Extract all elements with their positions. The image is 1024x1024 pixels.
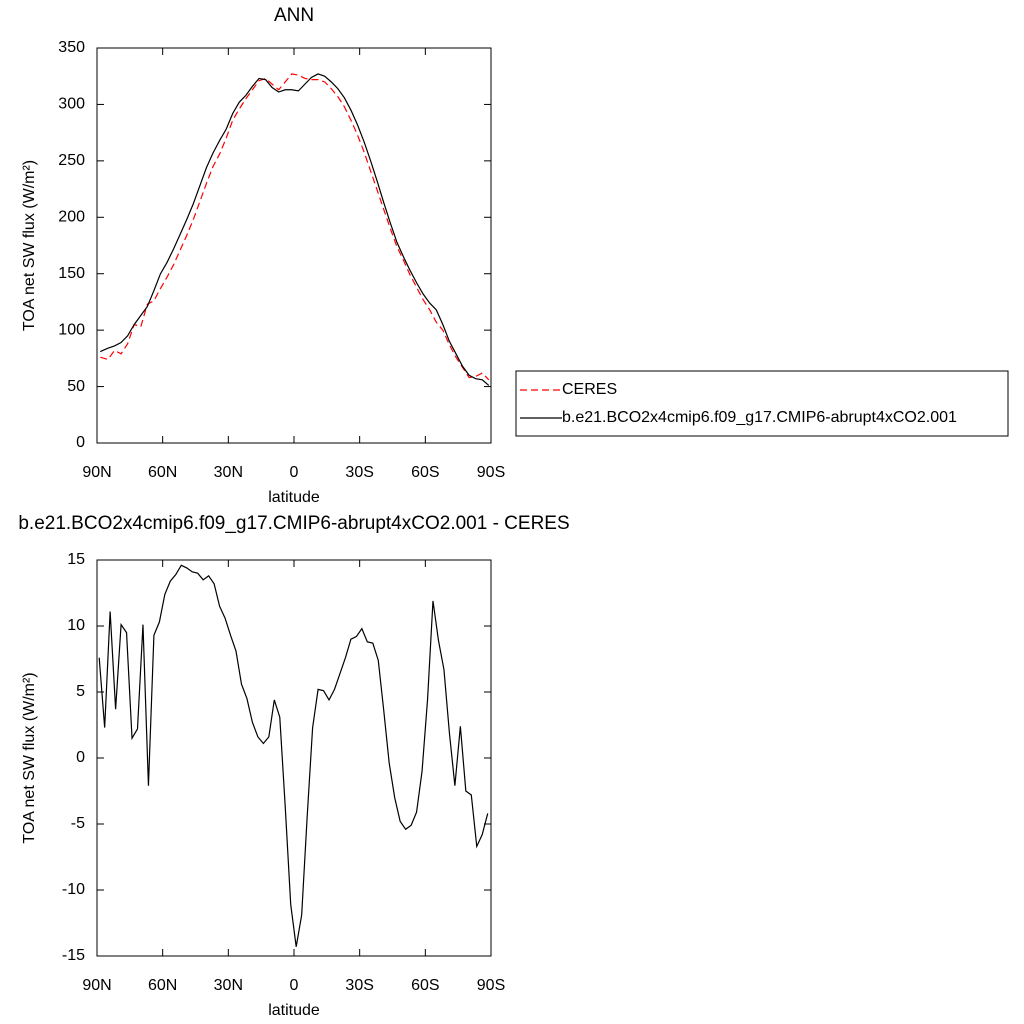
plot-frame	[96, 47, 492, 444]
data-line	[98, 564, 489, 947]
x-axis-label: latitude	[268, 489, 320, 506]
x-tick-label: 30S	[345, 464, 373, 481]
y-tick-label: 50	[67, 378, 85, 395]
y-tick-label: -10	[62, 881, 85, 898]
y-tick-label: 0	[76, 434, 85, 451]
x-axis-label: latitude	[268, 1002, 320, 1019]
x-tick-label: 90S	[477, 464, 505, 481]
x-tick-label: 30N	[214, 464, 243, 481]
data-line	[100, 73, 490, 386]
y-tick-label: 10	[67, 617, 85, 634]
x-tick-label: 60S	[411, 464, 439, 481]
chart-title: b.e21.BCO2x4cmip6.f09_g17.CMIP6-abrupt4x…	[18, 513, 569, 534]
y-tick-label: -5	[71, 815, 85, 832]
x-tick-label: 60S	[411, 977, 439, 994]
x-tick-label: 0	[290, 977, 299, 994]
legend-label: b.e21.BCO2x4cmip6.f09_g17.CMIP6-abrupt4x…	[562, 409, 957, 426]
x-tick-label: 90N	[82, 977, 111, 994]
x-tick-label: 30S	[345, 977, 373, 994]
legend-frame	[515, 370, 1009, 437]
y-tick-label: 5	[76, 683, 85, 700]
legend-label: CERES	[562, 381, 617, 398]
x-tick-label: 0	[290, 464, 299, 481]
y-tick-label: 100	[58, 321, 85, 338]
x-tick-label: 90S	[477, 977, 505, 994]
y-axis-label: TOA net SW flux (W/m²)	[21, 160, 38, 331]
data-line	[100, 73, 490, 381]
y-axis-label: TOA net SW flux (W/m²)	[21, 672, 38, 843]
y-tick-label: 250	[58, 152, 85, 169]
y-tick-label: 350	[58, 39, 85, 56]
y-tick-label: 15	[67, 551, 85, 568]
y-tick-label: -15	[62, 947, 85, 964]
x-tick-label: 30N	[214, 977, 243, 994]
y-tick-label: 150	[58, 265, 85, 282]
y-tick-label: 200	[58, 209, 85, 226]
y-tick-label: 0	[76, 749, 85, 766]
x-tick-label: 90N	[82, 464, 111, 481]
y-tick-label: 300	[58, 96, 85, 113]
chart-title: ANN	[274, 5, 314, 26]
x-tick-label: 60N	[148, 464, 177, 481]
x-tick-label: 60N	[148, 977, 177, 994]
